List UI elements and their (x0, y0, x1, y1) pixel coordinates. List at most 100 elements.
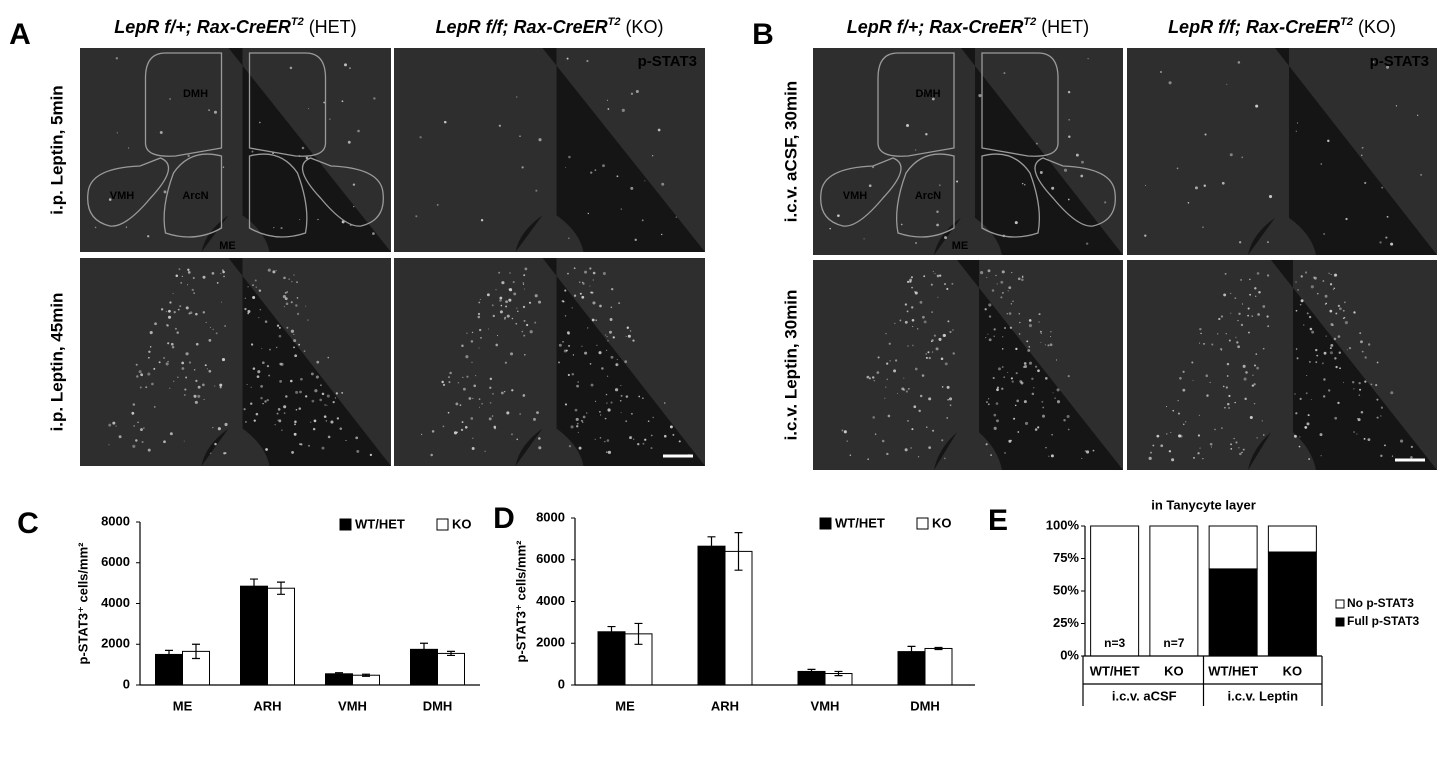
bar (437, 652, 465, 686)
cell-dot (195, 342, 199, 346)
cell-dot (1386, 65, 1390, 69)
cell-dot (258, 317, 260, 319)
cell-dot (209, 326, 212, 328)
cell-dot (310, 421, 312, 423)
cell-dot (921, 374, 925, 377)
cell-dot (1184, 421, 1187, 423)
cell-dot (1228, 394, 1231, 398)
cell-dot (1031, 377, 1034, 381)
cell-dot (296, 297, 299, 299)
cell-dot (1254, 364, 1256, 367)
cell-dot (1256, 437, 1258, 439)
ventricle (201, 258, 391, 466)
cell-dot (888, 342, 891, 345)
cell-dot (941, 386, 944, 388)
cell-dot (293, 333, 295, 336)
cell-dot (327, 356, 330, 359)
cell-dot (1328, 389, 1331, 392)
cell-dot (614, 388, 619, 392)
cell-dot (471, 361, 473, 363)
cell-dot (605, 393, 608, 396)
cell-dot (138, 370, 142, 374)
cell-dot (1007, 371, 1009, 373)
cell-dot (1199, 342, 1201, 344)
cell-dot (509, 352, 514, 356)
cell-dot (939, 274, 942, 277)
cell-dot (1267, 241, 1269, 244)
cell-dot (1044, 344, 1047, 346)
cell-dot (1364, 356, 1367, 359)
cell-dot (932, 270, 934, 273)
cell-dot (1015, 347, 1018, 351)
cell-dot (1262, 305, 1266, 308)
n-label: n=7 (1163, 636, 1184, 650)
header-superscript: T2 (291, 16, 304, 28)
cell-dot (1300, 275, 1303, 278)
cell-dot (243, 408, 246, 411)
cell-dot (587, 327, 589, 329)
cell-dot (612, 336, 615, 339)
cell-dot (1245, 371, 1248, 374)
cell-dot (572, 354, 575, 356)
cell-dot (158, 361, 161, 364)
cell-dot (897, 392, 899, 394)
cell-dot (988, 398, 990, 400)
cell-dot (1233, 437, 1235, 440)
cell-dot (336, 417, 340, 420)
cell-dot (326, 394, 330, 398)
cell-dot (663, 434, 667, 438)
group-label: i.c.v. aCSF (1112, 688, 1177, 703)
bar (724, 550, 753, 686)
cell-dot (1324, 294, 1328, 298)
cell-dot (615, 364, 618, 366)
legend-label: Full p-STAT3 (1347, 614, 1420, 628)
cell-dot (1235, 336, 1237, 339)
cell-dot (911, 428, 914, 431)
cell-dot (1003, 72, 1006, 75)
cell-dot (173, 380, 175, 382)
cell-dot (1226, 375, 1229, 377)
cell-dot (505, 300, 508, 304)
cell-dot (933, 334, 937, 337)
x-tick-label: VMH (811, 698, 840, 713)
cell-dot (244, 307, 247, 311)
cell-dot (262, 361, 265, 364)
cell-dot (590, 291, 593, 294)
cell-dot (595, 319, 598, 322)
cell-dot (1410, 445, 1414, 449)
cell-dot (205, 321, 207, 324)
cell-dot (909, 278, 912, 282)
cell-dot (595, 400, 597, 402)
cell-dot (1390, 391, 1394, 395)
error-bar (707, 536, 716, 557)
cell-dot (837, 214, 840, 218)
cell-dot (1008, 286, 1012, 290)
y-tick-label: 75% (1053, 550, 1079, 565)
cell-dot (1238, 447, 1240, 449)
cell-dot (1256, 366, 1259, 370)
cell-dot (197, 385, 201, 389)
x-tick-label: KO (1283, 663, 1303, 678)
cell-dot (1247, 314, 1249, 317)
legend-swatch (436, 518, 449, 531)
cell-dot (914, 367, 918, 371)
cell-dot (265, 448, 268, 451)
bar-segment (1090, 525, 1140, 657)
cell-dot (587, 212, 589, 215)
cell-dot (325, 420, 328, 422)
cell-dot (529, 330, 533, 334)
cell-dot (1376, 416, 1379, 419)
cell-dot (611, 287, 614, 291)
cell-dot (1081, 457, 1083, 459)
cell-dot (926, 426, 928, 428)
cell-dot (299, 443, 301, 445)
cell-dot (577, 431, 579, 434)
cell-dot (1338, 307, 1342, 311)
x-tick-label: ME (173, 698, 193, 713)
cell-dot (448, 381, 451, 384)
cell-dot (431, 430, 435, 433)
cell-dot (1037, 369, 1040, 373)
cell-dot (522, 283, 525, 285)
cell-dot (204, 364, 207, 367)
cell-dot (562, 300, 565, 303)
